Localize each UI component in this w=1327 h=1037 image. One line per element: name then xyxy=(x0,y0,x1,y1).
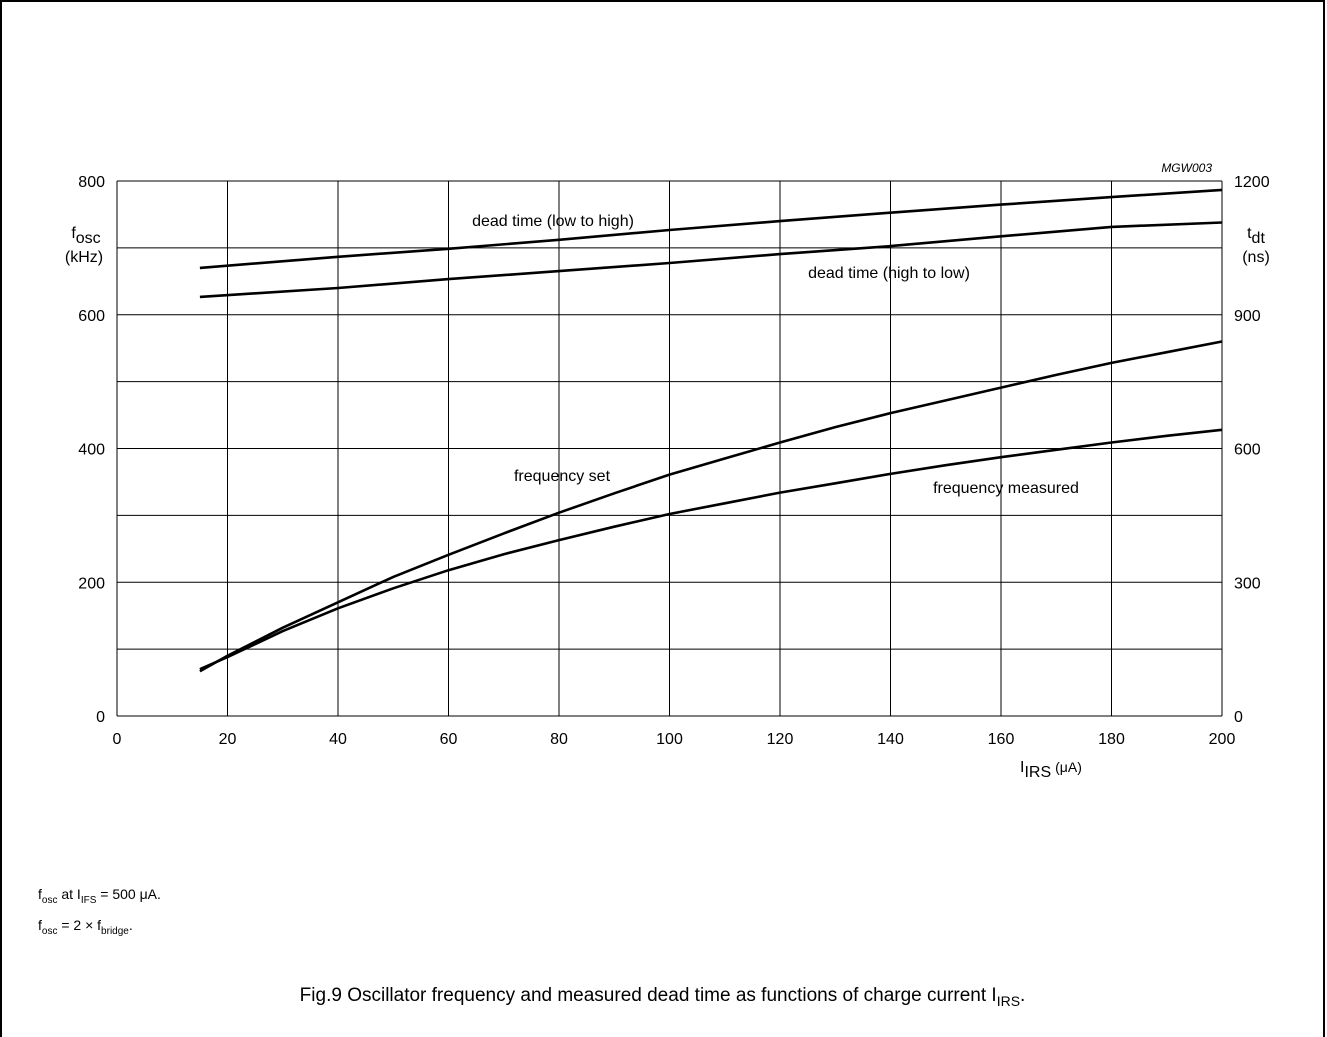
label-frequency-set: frequency set xyxy=(514,468,611,485)
y-left-tick-label: 800 xyxy=(78,174,105,191)
x-tick-labels: 0 20 40 60 80 100 120 140 160 180 200 xyxy=(113,731,1236,748)
figure-code: MGW003 xyxy=(1161,161,1212,175)
y-left-tick-label: 0 xyxy=(96,709,105,726)
y-left-unit: (kHz) xyxy=(65,249,103,266)
x-tick-label: 160 xyxy=(988,731,1015,748)
x-tick-label: 180 xyxy=(1098,731,1125,748)
series-line-1 xyxy=(199,221,1223,299)
series-line-3 xyxy=(199,428,1223,671)
x-tick-label: 100 xyxy=(656,731,683,748)
y-left-tick-label: 200 xyxy=(78,575,105,592)
y-right-tick-label: 1200 xyxy=(1234,174,1270,191)
chart-notes: fosc at IIFS = 500 μA. fosc = 2 × fbridg… xyxy=(38,882,161,944)
x-tick-label: 200 xyxy=(1209,731,1236,748)
x-tick-label: 140 xyxy=(877,731,904,748)
x-tick-label: 60 xyxy=(440,731,458,748)
note-line-1: fosc at IIFS = 500 μA. xyxy=(38,886,161,906)
label-dead-time-low-to-high: dead time (low to high) xyxy=(472,213,634,230)
y-left-tick-label: 600 xyxy=(78,308,105,325)
series-line-2 xyxy=(199,340,1223,673)
x-axis-label: IIRS (μA) xyxy=(1020,759,1082,781)
y-right-tick-label: 900 xyxy=(1234,308,1261,325)
y-right-tick-labels: 0 300 600 900 1200 xyxy=(1234,174,1270,726)
label-dead-time-high-to-low: dead time (high to low) xyxy=(808,265,970,282)
y-left-tick-labels: 0 200 400 600 800 xyxy=(78,174,105,726)
y-left-label: fosc xyxy=(71,225,100,247)
figure-caption: Fig.9 Oscillator frequency and measured … xyxy=(299,985,1026,1009)
y-left-tick-label: 400 xyxy=(78,442,105,459)
y-right-tick-label: 600 xyxy=(1234,442,1261,459)
y-right-tick-label: 0 xyxy=(1234,709,1243,726)
x-tick-label: 80 xyxy=(550,731,568,748)
chart: 0 20 40 60 80 100 120 140 160 180 200 0 200 400 600 80… xyxy=(65,161,1270,781)
series-curves xyxy=(199,188,1223,673)
y-right-label: tdt xyxy=(1247,225,1265,247)
y-right-unit: (ns) xyxy=(1242,249,1270,266)
x-tick-label: 40 xyxy=(329,731,347,748)
label-frequency-measured: frequency measured xyxy=(933,480,1079,497)
x-tick-label: 120 xyxy=(767,731,794,748)
note-line-2: fosc = 2 × fbridge. xyxy=(38,916,133,937)
y-right-tick-label: 300 xyxy=(1234,575,1261,592)
series-line-0 xyxy=(199,188,1223,270)
x-tick-label: 20 xyxy=(219,731,237,748)
x-tick-label: 0 xyxy=(113,731,122,748)
